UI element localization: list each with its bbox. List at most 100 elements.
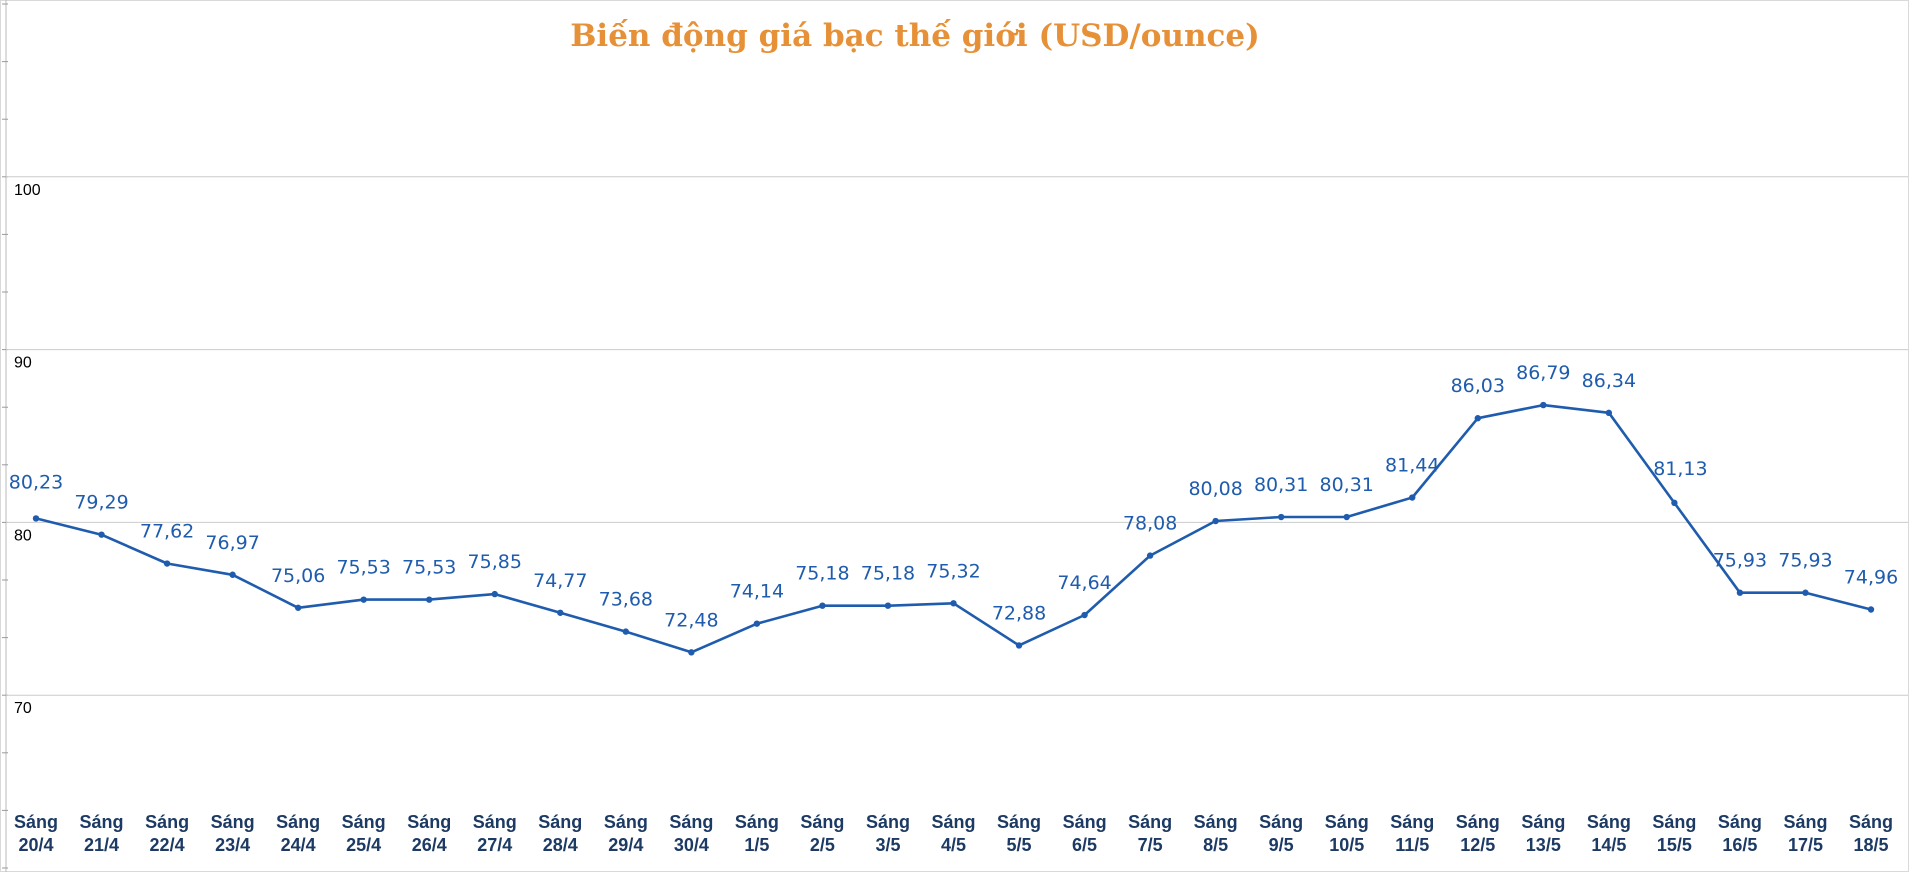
x-tick-label-line2: 18/5 [1853, 835, 1888, 855]
data-label: 74,77 [533, 570, 587, 592]
x-tick-label-line1: Sáng [1128, 812, 1172, 832]
x-tick-label-line2: 30/4 [674, 835, 709, 855]
x-tick-label-line1: Sáng [211, 812, 255, 832]
x-tick-label-line1: Sáng [473, 812, 517, 832]
x-tick-label-line2: 25/4 [346, 835, 381, 855]
data-label: 75,85 [468, 551, 522, 573]
x-tick-label: Sáng 10/5 [1325, 812, 1369, 855]
data-point [753, 620, 761, 627]
x-tick-label: Sáng 26/4 [407, 812, 451, 855]
data-label: 76,97 [205, 532, 259, 554]
data-label: 77,62 [140, 521, 194, 543]
x-tick-label-line2: 15/5 [1657, 835, 1692, 855]
x-tick-label: Sáng 13/5 [1521, 812, 1565, 855]
data-label: 80,23 [9, 471, 63, 493]
data-label: 86,03 [1451, 375, 1505, 397]
x-tick-label-line2: 29/4 [608, 835, 643, 855]
x-tick-label-line1: Sáng [1325, 812, 1369, 832]
x-tick-label: Sáng 7/5 [1128, 812, 1172, 855]
data-point [1277, 513, 1285, 521]
x-tick-label-line1: Sáng [1587, 812, 1631, 832]
data-labels: 80,23 79,29 77,62 76,97 75,06 75,53 75,53 75,85… [9, 362, 1898, 631]
data-point [1540, 401, 1547, 409]
x-tick-label: Sáng 27/4 [473, 812, 517, 855]
data-label: 81,13 [1653, 458, 1707, 480]
x-tick-label: Sáng 16/5 [1718, 812, 1762, 855]
y-tick-label-70: 70 [14, 700, 32, 717]
data-point [1474, 415, 1481, 422]
x-tick-label-line1: Sáng [1718, 812, 1762, 832]
x-tick-label-line2: 6/5 [1072, 835, 1097, 855]
x-tick-label-line1: Sáng [1456, 812, 1500, 832]
x-tick-label-line1: Sáng [1063, 812, 1107, 832]
data-point [1605, 409, 1613, 417]
data-label: 73,68 [599, 589, 653, 611]
x-tick-label: Sáng 21/4 [80, 812, 124, 855]
x-tick-label-line1: Sáng [866, 812, 910, 832]
data-label: 79,29 [74, 492, 128, 514]
x-tick-label-line1: Sáng [931, 812, 975, 832]
data-point [294, 604, 302, 611]
data-label: 78,08 [1123, 513, 1177, 535]
x-tick-label-line2: 14/5 [1591, 835, 1626, 855]
data-point [950, 600, 957, 607]
x-tick-label: Sáng 5/5 [997, 812, 1041, 855]
x-tick-label: Sáng 20/4 [14, 812, 58, 855]
x-tick-label: Sáng 14/5 [1587, 812, 1631, 855]
x-tick-label: Sáng 12/5 [1456, 812, 1500, 855]
x-tick-label-line2: 27/4 [477, 835, 512, 855]
x-tick-label-line1: Sáng [997, 812, 1041, 832]
x-tick-label-line2: 24/4 [281, 835, 316, 855]
x-tick-label-line2: 4/5 [941, 835, 966, 855]
y-axis-ticks: 70 80 90 100 [14, 182, 41, 717]
x-tick-label: Sáng 17/5 [1783, 812, 1827, 855]
data-label: 81,44 [1385, 455, 1439, 477]
x-tick-label-line2: 22/4 [150, 835, 185, 855]
data-point [229, 571, 236, 578]
x-tick-label-line1: Sáng [1194, 812, 1238, 832]
x-tick-label: Sáng 23/4 [211, 812, 255, 855]
x-tick-label-line2: 12/5 [1460, 835, 1495, 855]
x-tick-label-line2: 7/5 [1138, 835, 1163, 855]
data-point [1146, 552, 1154, 559]
x-tick-label: Sáng 22/4 [145, 812, 189, 855]
x-tick-label-line2: 2/5 [810, 835, 835, 855]
x-tick-label-line2: 17/5 [1788, 835, 1823, 855]
y-tick-label-80: 80 [14, 527, 32, 544]
x-tick-label: Sáng 30/4 [669, 812, 713, 855]
x-tick-label-line1: Sáng [80, 812, 124, 832]
x-tick-label-line2: 13/5 [1526, 835, 1561, 855]
data-label: 74,14 [730, 581, 784, 603]
series-line-layer [35, 403, 1872, 654]
x-tick-label-line1: Sáng [604, 812, 648, 832]
data-point [688, 649, 695, 656]
x-tick-label-line1: Sáng [276, 812, 320, 832]
x-tick-label-line2: 20/4 [18, 835, 53, 855]
x-tick-label-line1: Sáng [1521, 812, 1565, 832]
chart-title: Biến động giá bạc thế giới (USD/ounce) [570, 18, 1260, 54]
data-point [32, 515, 40, 522]
data-label: 75,53 [402, 557, 456, 579]
data-label: 80,08 [1188, 478, 1242, 500]
data-point [98, 531, 105, 538]
x-tick-label: Sáng 11/5 [1390, 812, 1434, 855]
data-point [491, 590, 498, 598]
y-tick-label-90: 90 [14, 355, 32, 372]
data-point [1409, 494, 1416, 501]
x-tick-label: Sáng 1/5 [735, 812, 779, 855]
x-tick-label-line2: 28/4 [543, 835, 578, 855]
data-point [557, 609, 564, 616]
data-point [1343, 513, 1350, 521]
x-tick-label: Sáng 18/5 [1849, 812, 1893, 855]
x-axis-labels: Sáng 20/4 Sáng 21/4 Sáng 22/4 Sáng 23/4 Sáng 24/4… [14, 812, 1893, 855]
x-tick-label-line1: Sáng [800, 812, 844, 832]
data-label: 72,48 [664, 609, 718, 631]
x-tick-label: Sáng 24/4 [276, 812, 320, 855]
x-tick-label-line1: Sáng [735, 812, 779, 832]
x-tick-label-line2: 16/5 [1722, 835, 1757, 855]
x-tick-label-line1: Sáng [669, 812, 713, 832]
data-points [32, 401, 1875, 656]
x-tick-label-line1: Sáng [407, 812, 451, 832]
